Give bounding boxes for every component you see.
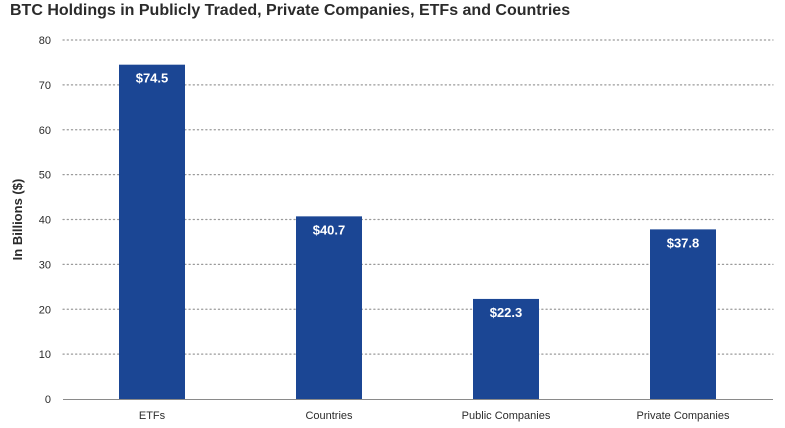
y-tick-label: 10 [39, 349, 51, 361]
chart-title: BTC Holdings in Publicly Traded, Private… [10, 2, 571, 19]
y-tick-label: 80 [39, 35, 51, 47]
data-label: $22.3 [490, 305, 523, 320]
x-tick-label: Private Companies [637, 410, 730, 422]
y-tick-label: 20 [39, 304, 51, 316]
y-axis-label: In Billions ($) [10, 179, 25, 261]
x-tick-label: ETFs [139, 410, 166, 422]
data-labels: $74.5 $40.7 $22.3 $37.8 [136, 71, 700, 320]
x-tick-label: Countries [305, 410, 353, 422]
data-label: $37.8 [667, 235, 700, 250]
y-tick-label: 60 [39, 125, 51, 137]
bar [296, 216, 362, 399]
y-tick-label: 40 [39, 215, 51, 227]
y-tick-labels: 0 10 20 30 40 50 60 70 80 [39, 35, 51, 406]
bars [119, 64, 716, 400]
bar [473, 298, 539, 399]
y-tick-label: 0 [45, 394, 51, 406]
data-label: $74.5 [136, 71, 169, 86]
y-tick-label: 70 [39, 80, 51, 92]
y-tick-label: 30 [39, 259, 51, 271]
x-tick-labels: ETFs Countries Public Companies Private Com… [139, 410, 730, 422]
y-tick-label: 50 [39, 170, 51, 182]
x-tick-label: Public Companies [462, 410, 551, 422]
bar [650, 229, 716, 399]
data-label: $40.7 [313, 222, 346, 237]
bar [119, 64, 185, 400]
